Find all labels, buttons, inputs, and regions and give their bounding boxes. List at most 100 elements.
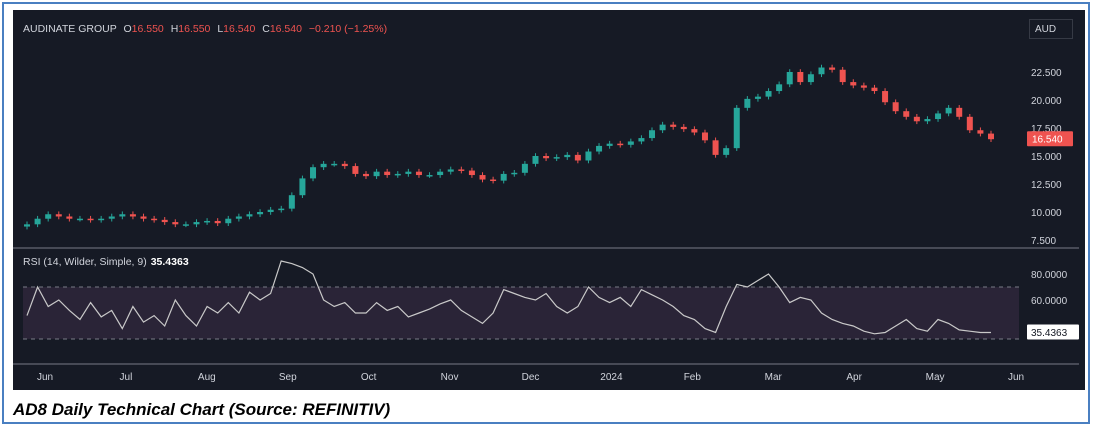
- high-label: H: [170, 23, 179, 35]
- candle-body: [151, 218, 158, 221]
- candle-body: [892, 102, 899, 112]
- candle-body: [807, 74, 814, 83]
- time-axis-tick: Oct: [361, 372, 377, 383]
- candle-body: [511, 172, 518, 175]
- candle-body: [521, 163, 528, 173]
- candle-body: [172, 222, 179, 225]
- price-axis-tick: 17.500: [1031, 124, 1062, 135]
- price-axis-tick: 7.500: [1031, 236, 1056, 247]
- candle-body: [161, 219, 168, 223]
- candle-body: [310, 167, 317, 179]
- candle-body: [352, 166, 359, 174]
- candle-body: [977, 130, 984, 134]
- change-value: −0.210 (−1.25%): [308, 23, 388, 35]
- candle-body: [373, 171, 380, 177]
- candle-body: [246, 214, 253, 217]
- candle-body: [733, 107, 740, 149]
- candle-body: [617, 143, 624, 146]
- candle-body: [723, 148, 730, 155]
- candle-body: [119, 214, 126, 217]
- candle-body: [712, 140, 719, 155]
- open-label: O: [123, 23, 132, 35]
- candle-body: [479, 175, 486, 180]
- time-axis-tick: Dec: [522, 372, 540, 383]
- candle-body: [988, 133, 994, 140]
- candle-body: [76, 218, 83, 221]
- candle-body: [585, 151, 592, 161]
- candle-body: [871, 87, 878, 92]
- candle-body: [829, 67, 836, 70]
- last-price-marker: [1027, 131, 1073, 147]
- chart-panel: 22.500 20.000 17.500 15.000 12.500 10.000 7.50…: [13, 10, 1085, 390]
- price-axis-tick: 15.000: [1031, 152, 1062, 163]
- price-axis-tick: 12.500: [1031, 180, 1062, 191]
- candle-body: [956, 107, 963, 117]
- time-axis-tick: Aug: [198, 372, 216, 383]
- candle-body: [45, 214, 52, 219]
- candle-body: [34, 218, 41, 225]
- candle-body: [680, 126, 687, 130]
- candle-body: [437, 171, 444, 176]
- close-label: C: [262, 23, 270, 35]
- candle-body: [447, 169, 454, 172]
- candle-body: [754, 96, 761, 99]
- candle-body: [924, 119, 931, 122]
- symbol-name: AUDINATE GROUP: [23, 23, 117, 35]
- candle-body: [362, 173, 369, 177]
- low-value: 16.540: [223, 23, 256, 35]
- candle-body: [394, 173, 401, 176]
- candle-body: [129, 214, 136, 217]
- candle-body: [606, 143, 613, 146]
- candle-body: [331, 163, 338, 166]
- candle-body: [55, 214, 62, 217]
- candle-body: [553, 157, 560, 159]
- candle-body: [882, 91, 889, 103]
- time-axis-tick: Jun: [1008, 372, 1024, 383]
- candle-body: [468, 170, 475, 176]
- chart-svg: 22.500 20.000 17.500 15.000 12.500 10.000 7.50…: [13, 64, 1079, 383]
- candle-body: [701, 132, 708, 141]
- price-axis-tick: 10.000: [1031, 208, 1062, 219]
- candle-body: [225, 218, 232, 224]
- candle-body: [108, 216, 115, 219]
- rsi-axis-tick: 80.0000: [1031, 270, 1068, 281]
- candle-body: [490, 179, 497, 182]
- candle-body: [87, 218, 94, 221]
- candle-body: [903, 111, 910, 117]
- candle-body: [659, 124, 666, 131]
- candle-body: [405, 171, 412, 174]
- candle-body: [839, 69, 846, 83]
- candle-body: [543, 156, 550, 159]
- last-price-label: 16.540: [1032, 135, 1063, 146]
- candle-body: [278, 208, 285, 211]
- candle-body: [235, 216, 242, 219]
- candle-body: [426, 175, 433, 177]
- time-axis-tick: Mar: [765, 372, 783, 383]
- candle-body: [299, 178, 306, 196]
- candle-body: [564, 154, 571, 158]
- candle-body: [574, 154, 581, 161]
- candle-body: [966, 116, 973, 131]
- time-axis-tick: Nov: [441, 372, 459, 383]
- candle-body: [532, 156, 539, 164]
- candle-body: [193, 222, 200, 225]
- candle-body: [596, 145, 603, 152]
- candle-body: [649, 130, 656, 139]
- time-axis-tick: May: [926, 372, 945, 383]
- price-axis-tick: 22.500: [1031, 68, 1062, 79]
- candle-body: [66, 216, 73, 219]
- candle-body: [818, 67, 825, 75]
- candle-body: [288, 195, 295, 209]
- candle-body: [850, 82, 857, 86]
- candle-body: [140, 216, 147, 219]
- currency-button[interactable]: AUD: [1029, 19, 1073, 39]
- candle-body: [860, 85, 867, 88]
- candle-body: [204, 220, 211, 223]
- rsi-label: RSI (14, Wilder, Simple, 9): [23, 256, 147, 268]
- rsi-value: 35.4363: [150, 256, 189, 268]
- candle-body: [458, 169, 465, 171]
- candle-body: [320, 163, 327, 168]
- candle-body: [797, 72, 804, 83]
- ohlc-header: AUDINATE GROUP O16.550 H16.550 L16.540 C…: [23, 23, 387, 35]
- low-label: L: [217, 23, 224, 35]
